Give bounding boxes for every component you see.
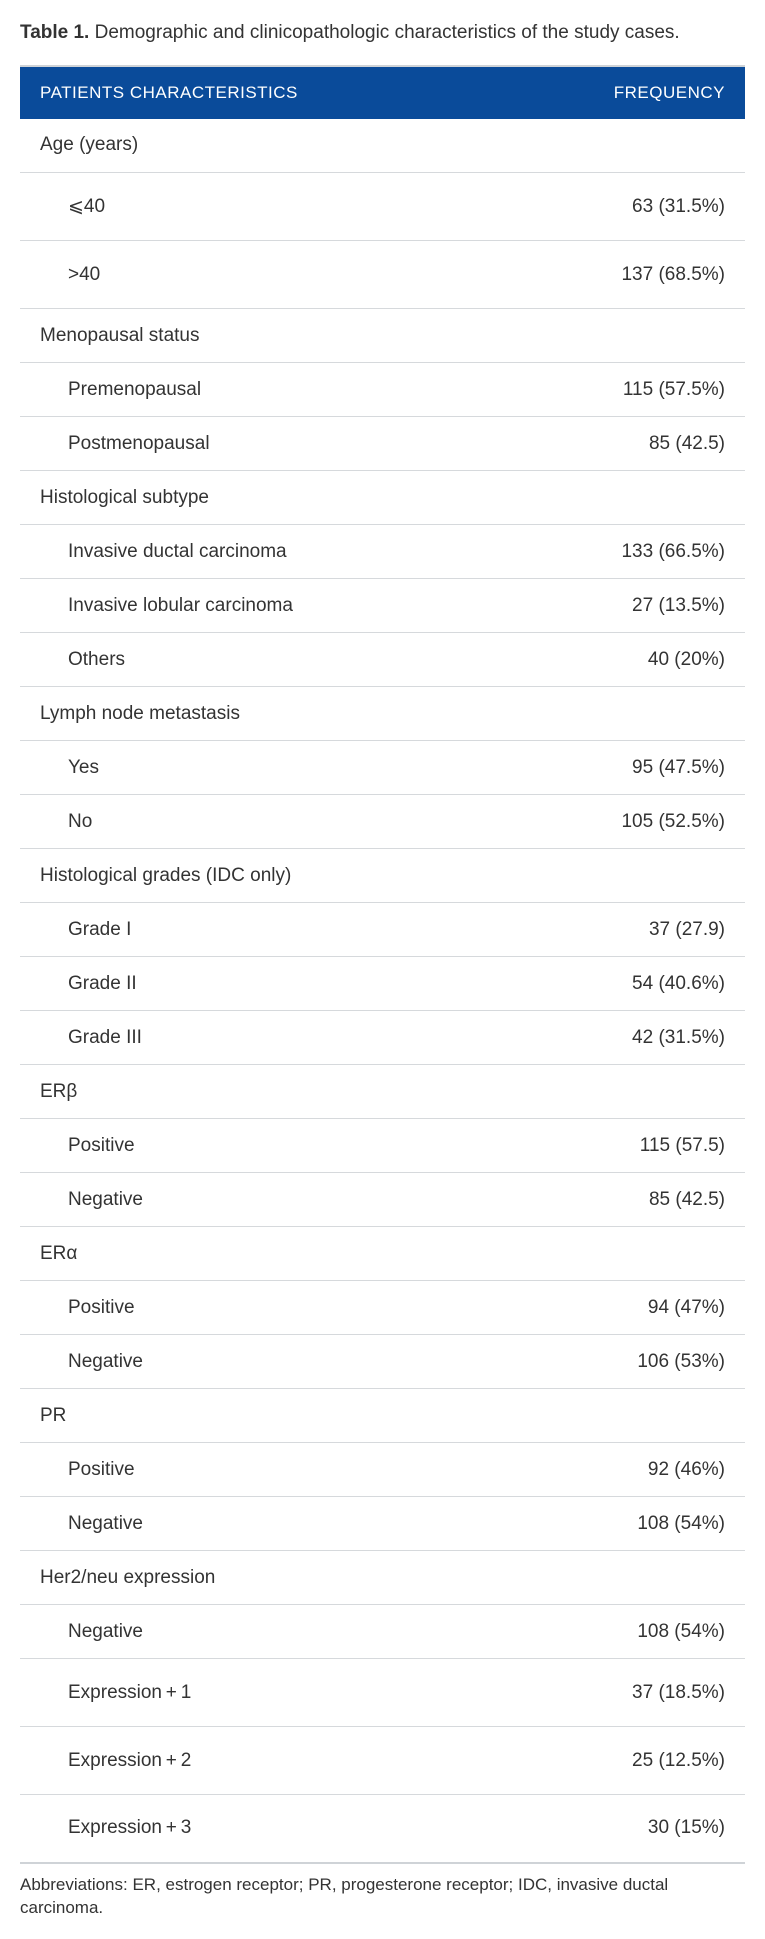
row-label: Expression + 1 — [20, 1659, 501, 1727]
row-label: Positive — [20, 1119, 501, 1173]
table-container: Table 1. Demographic and clinicopatholog… — [20, 20, 745, 1919]
table-category-row: Her2/neu expression — [20, 1551, 745, 1605]
row-value: 37 (18.5%) — [501, 1659, 745, 1727]
table-row: >40137 (68.5%) — [20, 241, 745, 309]
row-label: Invasive lobular carcinoma — [20, 579, 501, 633]
table-row: Yes95 (47.5%) — [20, 741, 745, 795]
table-category-row: Menopausal status — [20, 309, 745, 363]
category-label: PR — [20, 1389, 745, 1443]
table-caption-text: Demographic and clinicopathologic charac… — [95, 22, 680, 43]
row-value: 40 (20%) — [501, 633, 745, 687]
table-caption: Table 1. Demographic and clinicopatholog… — [20, 20, 745, 47]
row-label: Grade II — [20, 957, 501, 1011]
table-row: ⩽4063 (31.5%) — [20, 173, 745, 241]
row-value: 30 (15%) — [501, 1795, 745, 1863]
row-label: Premenopausal — [20, 363, 501, 417]
table-row: Positive115 (57.5) — [20, 1119, 745, 1173]
table-row: Negative85 (42.5) — [20, 1173, 745, 1227]
table-footnote: Abbreviations: ER, estrogen receptor; PR… — [20, 1874, 745, 1920]
table-row: Invasive ductal carcinoma133 (66.5%) — [20, 525, 745, 579]
characteristics-table: PATIENTS CHARACTERISTICS FREQUENCY Age (… — [20, 65, 745, 1864]
category-label: Lymph node metastasis — [20, 687, 745, 741]
table-row: Others40 (20%) — [20, 633, 745, 687]
row-value: 27 (13.5%) — [501, 579, 745, 633]
table-row: Grade I37 (27.9) — [20, 903, 745, 957]
table-row: Negative106 (53%) — [20, 1335, 745, 1389]
row-label: Positive — [20, 1281, 501, 1335]
row-label: Invasive ductal carcinoma — [20, 525, 501, 579]
row-label: Negative — [20, 1335, 501, 1389]
category-label: ERβ — [20, 1065, 745, 1119]
row-label: Others — [20, 633, 501, 687]
row-label: Positive — [20, 1443, 501, 1497]
row-label: Grade I — [20, 903, 501, 957]
row-value: 85 (42.5) — [501, 417, 745, 471]
table-header-row: PATIENTS CHARACTERISTICS FREQUENCY — [20, 66, 745, 119]
header-characteristics: PATIENTS CHARACTERISTICS — [20, 66, 501, 119]
table-category-row: Histological grades (IDC only) — [20, 849, 745, 903]
category-label: Histological subtype — [20, 471, 745, 525]
table-category-row: ERα — [20, 1227, 745, 1281]
table-row: Positive92 (46%) — [20, 1443, 745, 1497]
row-value: 63 (31.5%) — [501, 173, 745, 241]
row-label: No — [20, 795, 501, 849]
row-value: 94 (47%) — [501, 1281, 745, 1335]
table-row: Positive94 (47%) — [20, 1281, 745, 1335]
row-label: >40 — [20, 241, 501, 309]
row-label: Negative — [20, 1173, 501, 1227]
table-body: Age (years)⩽4063 (31.5%)>40137 (68.5%)Me… — [20, 119, 745, 1863]
table-caption-prefix: Table 1. — [20, 22, 89, 43]
table-category-row: Histological subtype — [20, 471, 745, 525]
row-value: 25 (12.5%) — [501, 1727, 745, 1795]
table-row: Expression + 225 (12.5%) — [20, 1727, 745, 1795]
row-value: 85 (42.5) — [501, 1173, 745, 1227]
table-category-row: Age (years) — [20, 119, 745, 173]
table-row: Expression + 330 (15%) — [20, 1795, 745, 1863]
row-value: 105 (52.5%) — [501, 795, 745, 849]
row-label: Negative — [20, 1497, 501, 1551]
row-value: 108 (54%) — [501, 1605, 745, 1659]
row-label: Negative — [20, 1605, 501, 1659]
table-row: No105 (52.5%) — [20, 795, 745, 849]
row-value: 137 (68.5%) — [501, 241, 745, 309]
table-row: Invasive lobular carcinoma27 (13.5%) — [20, 579, 745, 633]
row-value: 115 (57.5%) — [501, 363, 745, 417]
category-label: Histological grades (IDC only) — [20, 849, 745, 903]
table-row: Grade II54 (40.6%) — [20, 957, 745, 1011]
row-value: 108 (54%) — [501, 1497, 745, 1551]
category-label: Age (years) — [20, 119, 745, 173]
row-label: Expression + 2 — [20, 1727, 501, 1795]
table-row: Negative108 (54%) — [20, 1605, 745, 1659]
row-label: Expression + 3 — [20, 1795, 501, 1863]
table-row: Expression + 137 (18.5%) — [20, 1659, 745, 1727]
row-label: ⩽40 — [20, 173, 501, 241]
table-row: Grade III42 (31.5%) — [20, 1011, 745, 1065]
table-category-row: Lymph node metastasis — [20, 687, 745, 741]
row-value: 133 (66.5%) — [501, 525, 745, 579]
row-value: 92 (46%) — [501, 1443, 745, 1497]
category-label: ERα — [20, 1227, 745, 1281]
category-label: Menopausal status — [20, 309, 745, 363]
table-row: Postmenopausal85 (42.5) — [20, 417, 745, 471]
row-value: 106 (53%) — [501, 1335, 745, 1389]
table-row: Negative108 (54%) — [20, 1497, 745, 1551]
row-value: 95 (47.5%) — [501, 741, 745, 795]
header-frequency: FREQUENCY — [501, 66, 745, 119]
row-label: Yes — [20, 741, 501, 795]
row-label: Postmenopausal — [20, 417, 501, 471]
row-value: 54 (40.6%) — [501, 957, 745, 1011]
row-value: 42 (31.5%) — [501, 1011, 745, 1065]
table-row: Premenopausal115 (57.5%) — [20, 363, 745, 417]
row-value: 115 (57.5) — [501, 1119, 745, 1173]
table-category-row: PR — [20, 1389, 745, 1443]
row-value: 37 (27.9) — [501, 903, 745, 957]
category-label: Her2/neu expression — [20, 1551, 745, 1605]
row-label: Grade III — [20, 1011, 501, 1065]
table-category-row: ERβ — [20, 1065, 745, 1119]
